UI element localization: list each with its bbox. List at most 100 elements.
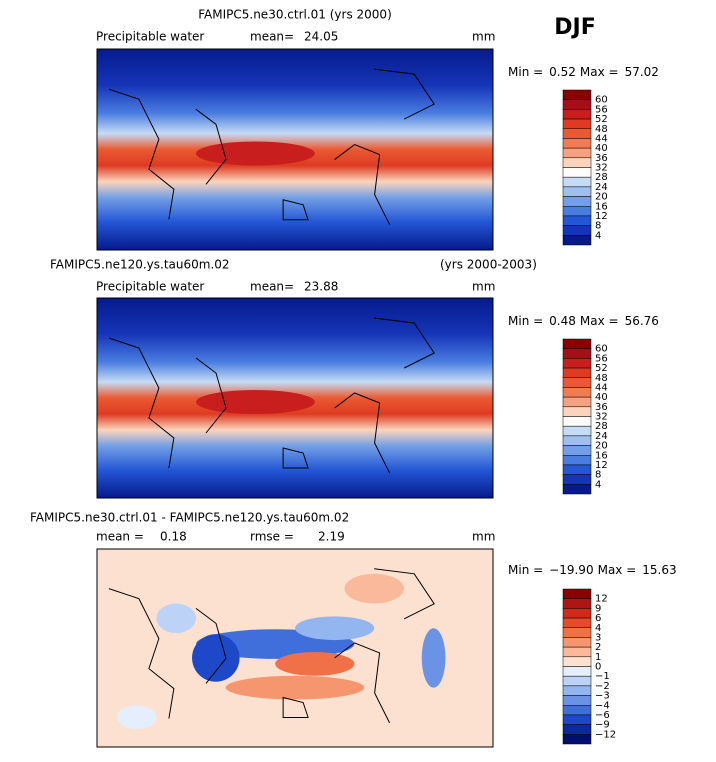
colorbar-label: 20 <box>595 192 608 203</box>
coastline <box>108 317 435 474</box>
colorbar-label: 40 <box>595 143 608 154</box>
map-warm-pool <box>196 141 315 166</box>
stat-label: mean = <box>96 530 144 544</box>
colorbar-box <box>562 109 592 120</box>
colorbar-box <box>562 196 592 207</box>
map-anomaly <box>192 634 240 682</box>
variable-name: Precipitable water <box>96 30 204 44</box>
colorbar-box <box>562 225 592 236</box>
colorbar-label: −3 <box>595 691 610 702</box>
colorbar-label: 48 <box>595 373 608 384</box>
colorbar-label: 0 <box>595 662 601 673</box>
colorbar-label: 24 <box>595 182 608 193</box>
colorbar-box <box>562 406 592 417</box>
min-max: Min = 0.52 Max = 57.02 <box>508 65 659 79</box>
colorbar-box <box>562 235 592 246</box>
min-max-min-label: Min = <box>508 314 543 328</box>
colorbar-label: −12 <box>595 729 616 740</box>
map-anomaly <box>421 628 446 688</box>
map-frame <box>96 548 494 748</box>
colorbar-label: −1 <box>595 671 610 682</box>
colorbar-label: −4 <box>595 700 610 711</box>
stat-label: mean= <box>250 30 294 44</box>
colorbar-label: 36 <box>595 153 608 164</box>
colorbar-box <box>562 176 592 188</box>
min-max-max-label: Max = <box>580 65 619 79</box>
colorbar-box <box>562 484 592 495</box>
colorbar-box <box>562 656 592 667</box>
map-anomaly <box>295 616 375 641</box>
panel-title: FAMIPC5.ne30.ctrl.01 (yrs 2000) <box>198 8 392 22</box>
stat-value: 23.88 <box>304 280 338 294</box>
stat-label: rmse = <box>250 530 294 544</box>
colorbar-box <box>562 348 592 359</box>
season-label: DJF <box>554 15 595 40</box>
min-max-max-label: Max = <box>598 563 637 577</box>
stat-value: 24.05 <box>304 30 338 44</box>
colorbar-box <box>562 425 592 437</box>
colorbar-box <box>562 396 592 408</box>
units: mm <box>472 280 495 294</box>
colorbar-box <box>562 455 592 466</box>
stat-value: 2.19 <box>318 530 345 544</box>
map-anomaly <box>116 705 157 730</box>
colorbar-box <box>562 367 592 378</box>
colorbar-label: 9 <box>595 603 601 614</box>
colorbar-box <box>562 387 592 398</box>
min-max: Min = −19.90 Max = 15.63 <box>508 563 677 577</box>
units: mm <box>472 530 495 544</box>
colorbar-label: 2 <box>595 642 601 653</box>
colorbar-box <box>562 598 592 609</box>
min-max-min-label: Min = <box>508 563 543 577</box>
colorbar-label: 36 <box>595 402 608 413</box>
stat-value: 0.18 <box>160 530 187 544</box>
colorbar-label: 16 <box>595 201 608 212</box>
colorbar-label: 12 <box>595 460 608 471</box>
map-anomaly <box>344 573 404 604</box>
colorbar-box <box>562 157 592 168</box>
colorbar-label: 8 <box>595 221 601 232</box>
colorbar-label: 32 <box>595 412 608 423</box>
colorbar-box <box>562 167 592 178</box>
colorbar-label: 4 <box>595 230 601 241</box>
colorbar-box <box>562 588 592 599</box>
map-frame <box>96 48 494 251</box>
map-warm-pool <box>196 390 315 414</box>
map-anomaly <box>156 603 196 634</box>
colorbar-box <box>562 128 592 139</box>
colorbar-label: 56 <box>595 104 608 115</box>
colorbar-label: 6 <box>595 613 601 624</box>
panel: FAMIPC5.ne120.ys.tau60m.02 (yrs 2000-2003… <box>50 258 659 499</box>
colorbar-box <box>562 118 592 129</box>
colorbar-label: 4 <box>595 623 601 634</box>
stat-label: mean= <box>250 280 294 294</box>
colorbar-box <box>562 99 592 110</box>
colorbar-box <box>562 147 592 159</box>
colorbar-box <box>562 675 592 687</box>
colorbar-box <box>562 215 592 226</box>
colorbar-box <box>562 734 592 745</box>
colorbar-box <box>562 608 592 619</box>
colorbar-box <box>562 377 592 388</box>
colorbar-box <box>562 138 592 149</box>
min-max-max: 57.02 <box>625 65 659 79</box>
colorbar-box <box>562 627 592 638</box>
colorbar-box <box>562 685 592 696</box>
colorbar-label: 3 <box>595 632 601 643</box>
panel: FAMIPC5.ne30.ctrl.01 - FAMIPC5.ne120.ys.… <box>30 511 677 748</box>
colorbar-label: 60 <box>595 95 608 106</box>
colorbar-label: 28 <box>595 421 608 432</box>
colorbar-label: 16 <box>595 450 608 461</box>
coastline <box>108 68 435 225</box>
panel-title: FAMIPC5.ne120.ys.tau60m.02 <box>50 258 230 272</box>
colorbar-label: 28 <box>595 172 608 183</box>
colorbar-box <box>562 186 592 197</box>
min-max-min: 0.48 <box>549 314 576 328</box>
colorbar-box <box>562 445 592 456</box>
map-frame <box>96 297 494 499</box>
colorbar-box <box>562 724 592 735</box>
colorbar-label: −2 <box>595 681 610 692</box>
colorbar-label: 20 <box>595 441 608 452</box>
colorbar-label: 52 <box>595 114 608 125</box>
colorbar-label: 44 <box>595 382 608 393</box>
